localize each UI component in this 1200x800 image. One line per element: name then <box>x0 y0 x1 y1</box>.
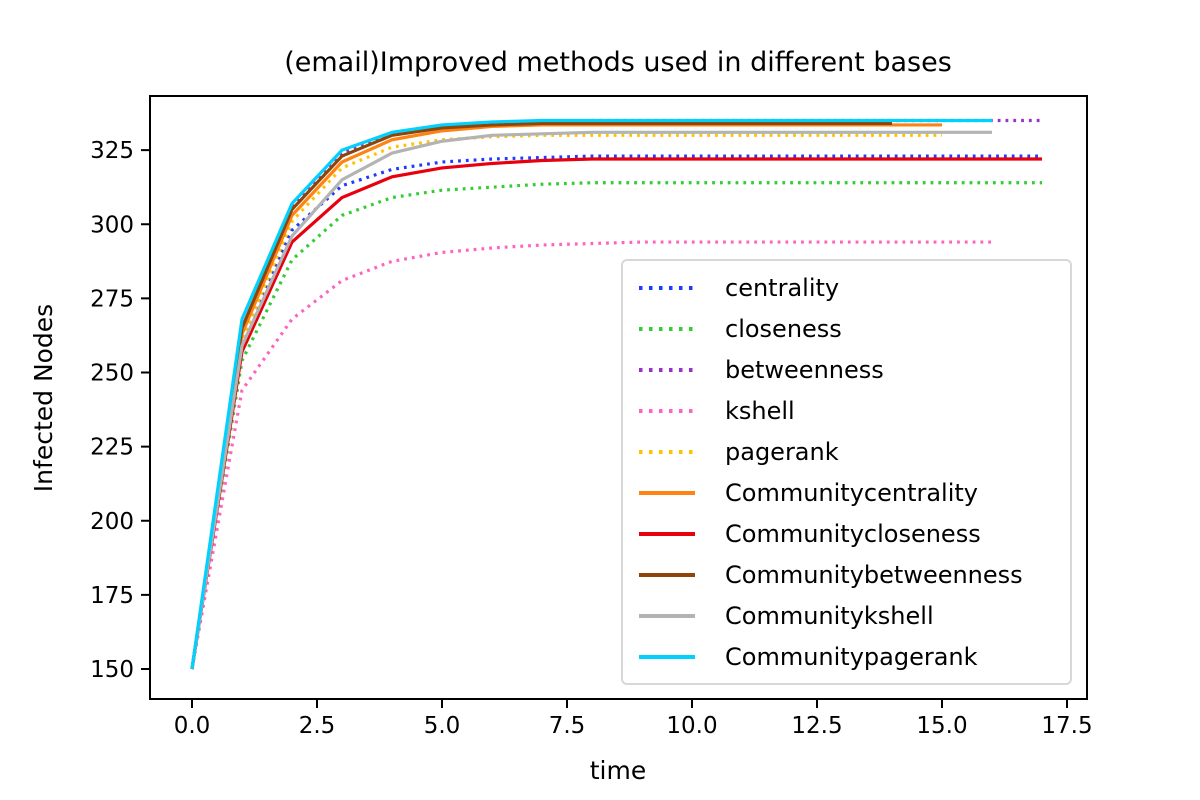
legend-swatch-dotted <box>639 408 695 413</box>
legend-item-betweenness: betweenness <box>623 350 1070 390</box>
series-line-Communitykshell <box>190 130 992 670</box>
legend: centrality closeness betweenness kshell page… <box>621 259 1072 685</box>
series-line-kshell <box>190 240 992 670</box>
y-tick-label: 325 <box>90 138 134 164</box>
legend-item-Communitycentrality: Communitycentrality <box>623 473 1070 513</box>
x-tick-label: 0.0 <box>174 713 211 739</box>
legend-swatch-solid <box>639 654 695 659</box>
y-tick-label: 275 <box>90 286 134 312</box>
x-tick-label: 5.0 <box>424 713 461 739</box>
legend-item-Communitypagerank: Communitypagerank <box>623 637 1070 677</box>
x-tick-label: 7.5 <box>549 713 586 739</box>
legend-label: betweenness <box>725 355 884 384</box>
legend-item-kshell: kshell <box>623 391 1070 431</box>
series-line-centrality <box>190 154 1042 670</box>
x-tick-label: 2.5 <box>299 713 336 739</box>
legend-label: centrality <box>725 273 840 302</box>
series-line-Communitybetweenness <box>190 121 892 670</box>
x-tick-label: 10.0 <box>666 713 717 739</box>
y-tick-label: 200 <box>90 509 134 535</box>
legend-item-Communitykshell: Communitykshell <box>623 596 1070 636</box>
legend-item-Communitycloseness: Communitycloseness <box>623 514 1070 554</box>
y-tick-label: 150 <box>90 657 134 683</box>
y-tick-label: 225 <box>90 435 134 461</box>
legend-item-pagerank: pagerank <box>623 432 1070 472</box>
legend-label: Communitycloseness <box>725 519 981 548</box>
legend-swatch-solid <box>639 490 695 495</box>
series-line-pagerank <box>190 133 942 670</box>
legend-swatch-dotted <box>639 285 695 290</box>
x-axis-label: time <box>590 756 646 785</box>
legend-label: Communitykshell <box>725 601 934 630</box>
y-tick-label: 300 <box>90 212 134 238</box>
legend-swatch-dotted <box>639 326 695 331</box>
legend-label: pagerank <box>725 437 839 466</box>
legend-item-centrality: centrality <box>623 268 1070 308</box>
x-tick-label: 15.0 <box>916 713 967 739</box>
series-line-closeness <box>190 181 1042 670</box>
x-tick-label: 17.5 <box>1041 713 1092 739</box>
legend-item-closeness: closeness <box>623 309 1070 349</box>
legend-swatch-solid <box>639 531 695 536</box>
legend-label: Communitycentrality <box>725 478 979 507</box>
legend-item-Communitybetweenness: Communitybetweenness <box>623 555 1070 595</box>
legend-swatch-solid <box>639 613 695 618</box>
legend-label: closeness <box>725 314 842 343</box>
series-line-Communitypagerank <box>190 118 992 670</box>
data-series <box>190 118 1042 670</box>
legend-label: Communitybetweenness <box>725 560 1023 589</box>
y-axis-label: Infected Nodes <box>29 304 58 492</box>
x-tick-label: 12.5 <box>791 713 842 739</box>
chart-title: (email)Improved methods used in differen… <box>284 47 952 78</box>
legend-label: kshell <box>725 396 795 425</box>
legend-swatch-solid <box>639 572 695 577</box>
series-line-Communitycloseness <box>190 157 1042 670</box>
legend-label: Communitypagerank <box>725 642 978 671</box>
y-tick-label: 250 <box>90 361 134 387</box>
y-tick-label: 175 <box>90 583 134 609</box>
legend-swatch-dotted <box>639 367 695 372</box>
legend-swatch-dotted <box>639 449 695 454</box>
